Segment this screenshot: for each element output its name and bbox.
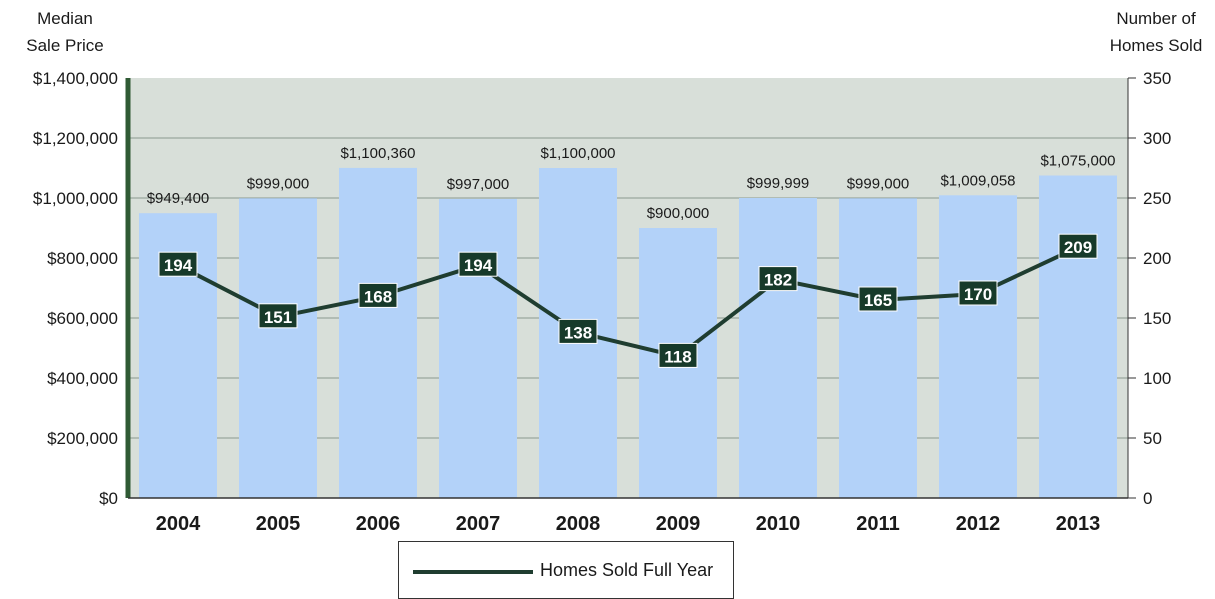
right-tick-label: 150: [1143, 309, 1171, 328]
point-value-label: 165: [864, 291, 892, 310]
bar-value-label: $999,999: [747, 175, 810, 192]
point-label-box: [758, 266, 798, 292]
chart-svg: $949,400 $999,000 $1,100,360 $997,000 $1,100…: [26, 9, 1203, 535]
x-tick-label: 2006: [356, 513, 401, 535]
left-axis-title-line1: Median: [37, 9, 93, 28]
x-tick-label: 2010: [756, 513, 801, 535]
left-tick-label: $800,000: [47, 249, 118, 268]
bar-value-label: $1,100,000: [540, 145, 615, 162]
right-axis-title-line1: Number of: [1116, 9, 1196, 28]
homes-sold-line: [177, 245, 1079, 359]
bar: [939, 195, 1017, 498]
point-label-box: [658, 342, 698, 368]
x-tick-label: 2008: [556, 513, 601, 535]
right-tick-label: 50: [1143, 429, 1162, 448]
x-tick-label: 2011: [856, 513, 899, 535]
left-axis-title-line2: Sale Price: [26, 36, 103, 55]
x-tick-label: 2007: [456, 513, 501, 535]
right-tick-label: 350: [1143, 69, 1171, 88]
right-tick-label: 250: [1143, 189, 1171, 208]
legend-line-swatch: [413, 570, 533, 574]
left-tick-label: $1,400,000: [33, 69, 118, 88]
bar-value-label: $1,009,058: [940, 172, 1015, 189]
point-value-label: 209: [1064, 238, 1092, 257]
right-tick-label: 100: [1143, 369, 1171, 388]
point-value-label: 182: [764, 271, 792, 290]
bar-value-label: $900,000: [647, 205, 710, 222]
x-tick-label: 2013: [1056, 513, 1101, 535]
right-axis-title-line2: Homes Sold: [1110, 36, 1203, 55]
bar-value-label: $1,075,000: [1040, 153, 1115, 170]
bar-value-label: $997,000: [447, 176, 510, 193]
point-value-label: 194: [164, 256, 193, 275]
x-tick-label: 2012: [956, 513, 1001, 535]
point-label-box: [858, 286, 898, 312]
point-label-box: [558, 318, 598, 344]
left-tick-label: $600,000: [47, 309, 118, 328]
point-label-box: [158, 251, 198, 277]
bar: [1039, 175, 1117, 498]
right-tick-label: 200: [1143, 249, 1171, 268]
right-tick-label: 300: [1143, 129, 1171, 148]
right-tick-label: 0: [1143, 489, 1152, 508]
point-value-label: 138: [564, 323, 592, 342]
left-tick-label: $400,000: [47, 369, 118, 388]
bar: [839, 198, 917, 499]
point-value-label: 170: [964, 285, 992, 304]
point-value-label: 194: [464, 256, 493, 275]
point-label-box: [958, 280, 998, 306]
left-tick-label: $1,200,000: [33, 129, 118, 148]
x-tick-label: 2005: [256, 513, 301, 535]
point-value-label: 168: [364, 287, 392, 306]
chart-legend: Homes Sold Full Year: [398, 541, 734, 599]
left-tick-label: $0: [99, 489, 118, 508]
left-tick-label: $1,000,000: [33, 189, 118, 208]
point-value-label: 118: [664, 347, 691, 366]
bar: [439, 198, 517, 498]
bar-value-label: $1,100,360: [340, 145, 415, 162]
bar-value-label: $999,000: [847, 175, 910, 192]
x-tick-label: 2004: [156, 513, 201, 535]
left-tick-label: $200,000: [47, 429, 118, 448]
point-label-box: [458, 251, 498, 277]
point-value-label: 151: [264, 308, 292, 327]
legend-label: Homes Sold Full Year: [540, 560, 714, 580]
bar: [339, 167, 417, 498]
bar: [739, 198, 817, 498]
bar: [239, 198, 317, 499]
point-label-box: [358, 282, 398, 308]
bar-value-label: $949,400: [147, 190, 210, 207]
point-label-box: [1058, 233, 1098, 259]
point-label-box: [258, 303, 298, 329]
x-tick-label: 2009: [656, 513, 701, 535]
bar-value-label: $999,000: [247, 175, 310, 192]
